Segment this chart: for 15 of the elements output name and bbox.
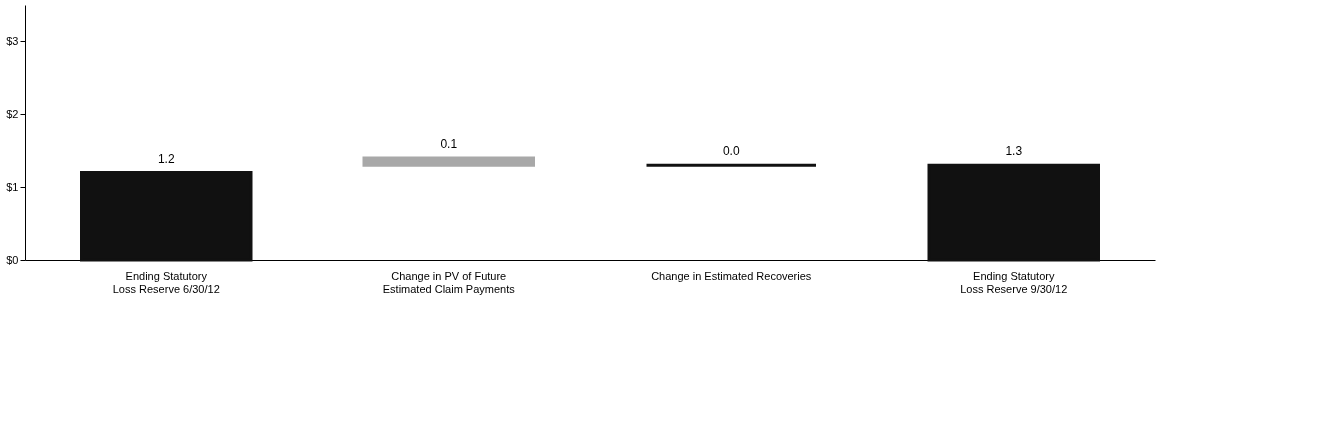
x-tick-label: Change in PV of Future Estimated Claim Payments [382, 269, 516, 295]
x-tick-label: Change in Estimated Recoveries [651, 269, 812, 282]
y-tick-label: $3 [6, 34, 19, 47]
y-tick-label: $2 [6, 107, 19, 120]
data-label: 1.3 [1005, 144, 1023, 159]
data-label: 0.0 [722, 144, 740, 159]
bar [362, 156, 535, 167]
data-label: 1.2 [157, 151, 175, 166]
x-tick-label: Ending Statutory Loss Reserve 9/30/12 [960, 269, 1068, 295]
bar [927, 163, 1100, 262]
y-tick-label: $0 [6, 253, 19, 266]
data-label: 0.1 [440, 137, 458, 151]
bar [80, 171, 253, 262]
y-tick-label: $1 [6, 180, 19, 193]
x-tick-label: Ending Statutory Loss Reserve 6/30/12 [112, 269, 220, 295]
